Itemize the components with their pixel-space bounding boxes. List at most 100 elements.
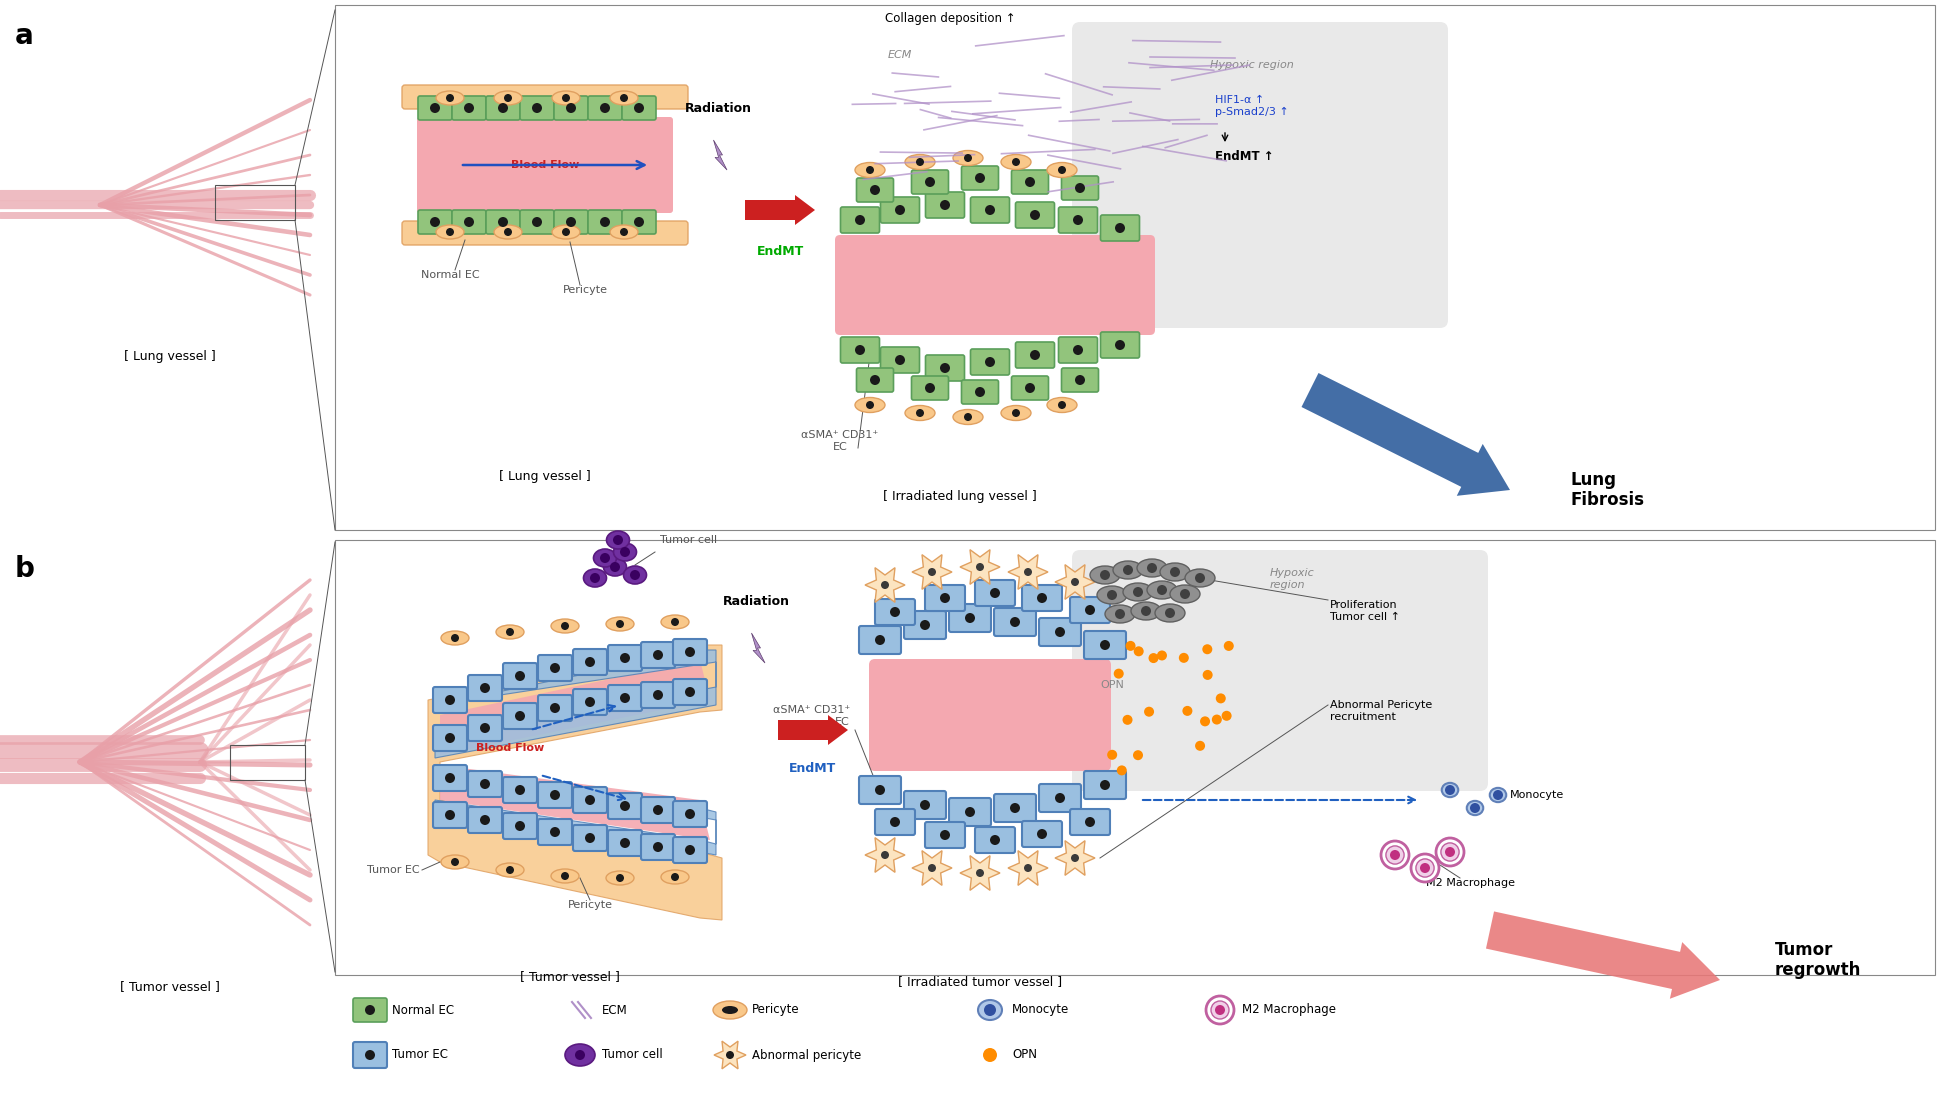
FancyBboxPatch shape — [925, 822, 964, 848]
FancyArrow shape — [777, 715, 847, 745]
Text: OPN: OPN — [1101, 680, 1124, 690]
Circle shape — [919, 800, 929, 810]
Circle shape — [1073, 216, 1083, 225]
Circle shape — [549, 790, 559, 800]
Circle shape — [431, 217, 440, 226]
Circle shape — [619, 547, 629, 557]
Ellipse shape — [436, 225, 464, 238]
Circle shape — [653, 650, 662, 660]
Polygon shape — [960, 549, 999, 584]
FancyBboxPatch shape — [1058, 337, 1097, 363]
Polygon shape — [429, 645, 723, 920]
Circle shape — [1036, 593, 1046, 603]
Circle shape — [514, 785, 526, 795]
Circle shape — [686, 845, 695, 856]
FancyBboxPatch shape — [641, 682, 676, 708]
Ellipse shape — [1091, 566, 1120, 584]
FancyBboxPatch shape — [949, 798, 992, 826]
FancyBboxPatch shape — [1023, 820, 1062, 847]
Text: Tumor cell: Tumor cell — [660, 535, 717, 545]
Circle shape — [444, 773, 456, 783]
Circle shape — [1206, 996, 1233, 1024]
Ellipse shape — [551, 225, 581, 238]
FancyBboxPatch shape — [401, 221, 688, 245]
Circle shape — [479, 779, 491, 789]
Circle shape — [1101, 640, 1110, 650]
Circle shape — [514, 671, 526, 680]
Circle shape — [1071, 854, 1079, 862]
Circle shape — [1381, 841, 1408, 869]
Circle shape — [1036, 829, 1046, 839]
Text: OPN: OPN — [1013, 1048, 1036, 1061]
FancyBboxPatch shape — [970, 349, 1009, 375]
Circle shape — [855, 345, 865, 354]
Text: Monocyte: Monocyte — [1013, 1003, 1069, 1016]
Circle shape — [880, 581, 888, 589]
Circle shape — [619, 801, 629, 811]
FancyBboxPatch shape — [672, 801, 707, 827]
Text: [ Lung vessel ]: [ Lung vessel ] — [499, 470, 590, 482]
Circle shape — [925, 383, 935, 393]
FancyBboxPatch shape — [840, 207, 879, 233]
FancyBboxPatch shape — [1011, 170, 1048, 194]
Circle shape — [1075, 183, 1085, 193]
Ellipse shape — [1001, 154, 1030, 170]
Text: Abnormal pericyte: Abnormal pericyte — [752, 1048, 861, 1061]
Circle shape — [1171, 567, 1180, 577]
FancyBboxPatch shape — [970, 197, 1009, 223]
Circle shape — [653, 805, 662, 815]
Circle shape — [600, 103, 610, 113]
Ellipse shape — [953, 151, 984, 165]
Ellipse shape — [594, 549, 616, 567]
Circle shape — [925, 177, 935, 187]
Circle shape — [1445, 847, 1455, 857]
Ellipse shape — [1122, 583, 1153, 601]
Circle shape — [563, 228, 571, 236]
Circle shape — [916, 409, 923, 417]
Ellipse shape — [551, 91, 581, 105]
Circle shape — [464, 217, 473, 226]
FancyBboxPatch shape — [573, 649, 608, 675]
Circle shape — [1106, 749, 1116, 760]
Circle shape — [686, 808, 695, 819]
FancyBboxPatch shape — [840, 337, 879, 363]
FancyBboxPatch shape — [949, 604, 992, 632]
FancyBboxPatch shape — [335, 540, 1934, 975]
Ellipse shape — [495, 225, 522, 238]
Circle shape — [1114, 340, 1126, 350]
Ellipse shape — [551, 869, 579, 883]
Circle shape — [927, 864, 935, 872]
Circle shape — [1056, 627, 1066, 637]
Ellipse shape — [906, 406, 935, 420]
Polygon shape — [440, 765, 709, 840]
FancyBboxPatch shape — [1015, 202, 1054, 228]
Circle shape — [964, 613, 976, 622]
Circle shape — [990, 835, 999, 845]
Circle shape — [532, 217, 542, 226]
Ellipse shape — [565, 1044, 594, 1066]
Circle shape — [444, 810, 456, 820]
Text: [ Tumor vessel ]: [ Tumor vessel ] — [121, 980, 220, 993]
Circle shape — [1416, 859, 1434, 877]
Circle shape — [1114, 223, 1126, 233]
Circle shape — [563, 94, 571, 102]
FancyBboxPatch shape — [880, 347, 919, 373]
Circle shape — [499, 217, 508, 226]
Text: Blood Flow: Blood Flow — [475, 743, 543, 753]
Circle shape — [452, 635, 460, 642]
FancyBboxPatch shape — [962, 380, 999, 404]
FancyBboxPatch shape — [880, 197, 919, 223]
Ellipse shape — [436, 91, 464, 105]
Circle shape — [976, 869, 984, 877]
Circle shape — [532, 103, 542, 113]
Text: Tumor EC: Tumor EC — [368, 865, 421, 875]
FancyBboxPatch shape — [869, 659, 1110, 771]
FancyBboxPatch shape — [1069, 808, 1110, 835]
FancyBboxPatch shape — [503, 813, 538, 839]
FancyBboxPatch shape — [432, 765, 468, 791]
Circle shape — [561, 622, 569, 630]
Circle shape — [1114, 668, 1124, 678]
Circle shape — [444, 733, 456, 743]
Circle shape — [1025, 568, 1032, 577]
FancyBboxPatch shape — [468, 807, 503, 833]
